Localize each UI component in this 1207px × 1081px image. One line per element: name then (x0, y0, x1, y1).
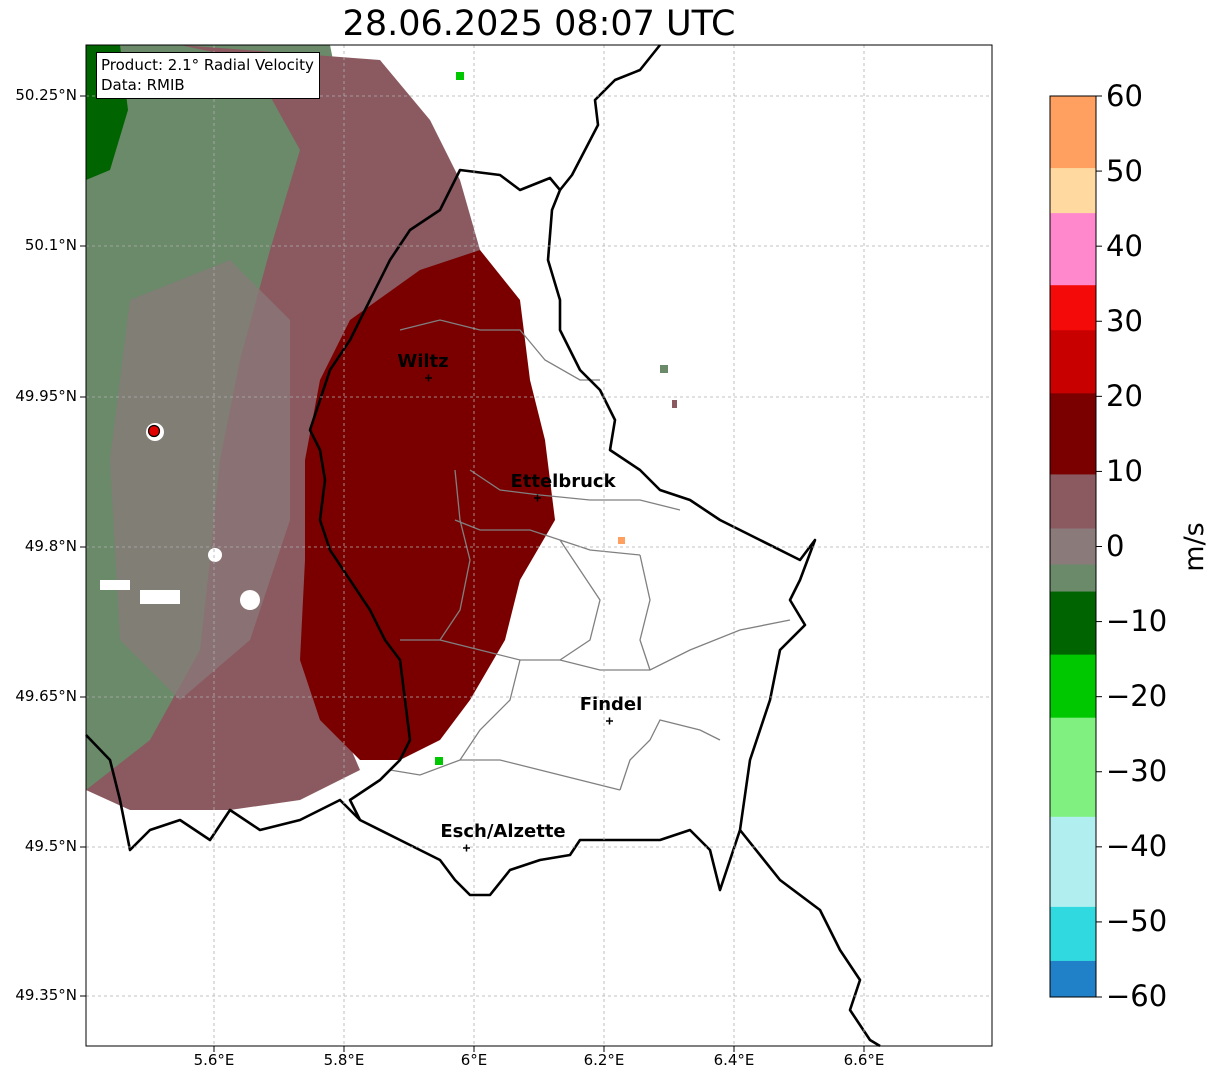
eastern-border-north (558, 44, 662, 191)
colorbar-segment (1050, 213, 1096, 286)
colorbar (1050, 96, 1096, 998)
eastern-border-south (738, 829, 881, 1048)
city-label-wiltz: Wiltz (397, 351, 449, 372)
canton-boundaries (389, 319, 791, 791)
no-data-speckles (100, 423, 260, 610)
lon-tick-label: 6.4°E (713, 1051, 755, 1069)
colorbar-unit-label: m/s (1179, 522, 1207, 572)
colorbar-segment (1050, 960, 1096, 998)
colorbar-tick-label: −30 (1106, 754, 1168, 788)
colorbar-tick-label: 20 (1106, 379, 1143, 413)
data-source-label: Data: RMIB (101, 76, 185, 94)
colorbar-tick-label: −60 (1106, 979, 1168, 1013)
lat-tick-label: 49.95°N (15, 387, 77, 405)
colorbar-segment (1050, 168, 1096, 214)
product-info-box: Product: 2.1° Radial Velocity Data: RMIB (96, 52, 320, 99)
city-markers (425, 374, 613, 852)
city-label-esch-alzette: Esch/Alzette (440, 821, 566, 842)
lon-tick-label: 6.6°E (843, 1051, 885, 1069)
lat-tick-label: 50.1°N (24, 236, 77, 254)
colorbar-tick-label: −20 (1106, 679, 1168, 713)
colorbar-tick-label: 30 (1106, 304, 1143, 338)
colorbar-segment (1050, 816, 1096, 908)
city-label-findel: Findel (579, 694, 643, 715)
lat-tick-label: 49.5°N (24, 837, 77, 855)
colorbar-tick-label: 50 (1106, 154, 1143, 188)
colorbar-segment (1050, 330, 1096, 394)
colorbar-tick-label: 0 (1106, 529, 1125, 563)
colorbar-segment (1050, 96, 1096, 169)
luxembourg-border (308, 168, 817, 897)
axis-ticks (80, 95, 865, 1052)
lon-tick-label: 5.6°E (193, 1051, 235, 1069)
lat-tick-label: 49.35°N (15, 986, 77, 1004)
colorbar-segment (1050, 717, 1096, 818)
radar-site-marker (147, 424, 161, 438)
lat-tick-label: 50.25°N (15, 86, 77, 104)
colorbar-segment (1050, 654, 1096, 719)
city-label-ettelbruck: Ettelbruck (510, 471, 616, 492)
lon-tick-label: 6°E (460, 1051, 488, 1069)
lon-tick-label: 5.8°E (323, 1051, 365, 1069)
colorbar-segment (1050, 591, 1096, 656)
colorbar-segment (1050, 285, 1096, 331)
lat-tick-label: 49.65°N (15, 687, 77, 705)
colorbar-segment (1050, 393, 1096, 475)
colorbar-segment (1050, 474, 1096, 529)
product-label: Product: 2.1° Radial Velocity (101, 56, 314, 74)
outbound-velocity-area (300, 250, 555, 760)
isolated-echoes (435, 72, 677, 765)
colorbar-segment (1050, 564, 1096, 593)
colorbar-ticks (1096, 95, 1102, 998)
colorbar-tick-label: 60 (1106, 79, 1143, 113)
colorbar-segment (1050, 528, 1096, 566)
lat-tick-label: 49.8°N (24, 537, 77, 555)
colorbar-tick-label: 10 (1106, 454, 1143, 488)
colorbar-tick-label: −40 (1106, 829, 1168, 863)
lon-tick-label: 6.2°E (583, 1051, 625, 1069)
map-title: 28.06.2025 08:07 UTC (342, 4, 736, 44)
colorbar-tick-label: −10 (1106, 604, 1168, 638)
colorbar-segment (1050, 906, 1096, 962)
colorbar-tick-label: 40 (1106, 229, 1143, 263)
western-border (85, 734, 361, 852)
colorbar-tick-label: −50 (1106, 904, 1168, 938)
plot-frame (85, 44, 993, 1047)
